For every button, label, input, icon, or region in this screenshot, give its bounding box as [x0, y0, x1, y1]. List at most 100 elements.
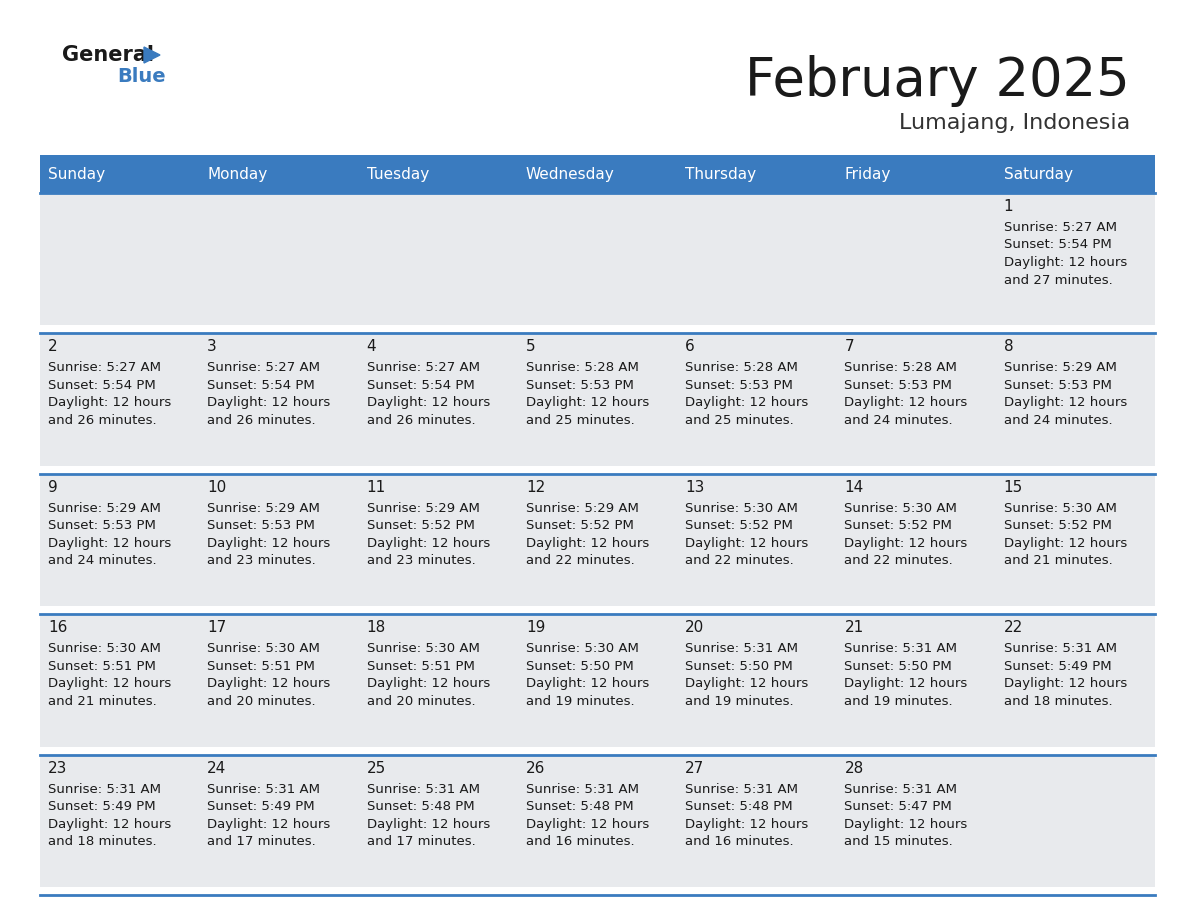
Text: Sunrise: 5:30 AM: Sunrise: 5:30 AM — [845, 502, 958, 515]
Bar — [518, 474, 677, 606]
Bar — [836, 193, 996, 325]
Text: Sunset: 5:51 PM: Sunset: 5:51 PM — [48, 660, 156, 673]
Bar — [200, 155, 359, 193]
Text: and 22 minutes.: and 22 minutes. — [685, 554, 794, 567]
Bar — [359, 614, 518, 746]
Text: and 26 minutes.: and 26 minutes. — [207, 414, 316, 427]
Bar — [40, 755, 200, 887]
Text: Sunrise: 5:29 AM: Sunrise: 5:29 AM — [367, 502, 480, 515]
Text: Sunrise: 5:27 AM: Sunrise: 5:27 AM — [367, 362, 480, 375]
Text: 4: 4 — [367, 340, 377, 354]
Text: February 2025: February 2025 — [745, 55, 1130, 107]
Text: Sunset: 5:53 PM: Sunset: 5:53 PM — [526, 379, 633, 392]
Text: and 25 minutes.: and 25 minutes. — [526, 414, 634, 427]
Text: Sunset: 5:51 PM: Sunset: 5:51 PM — [367, 660, 474, 673]
Text: 7: 7 — [845, 340, 854, 354]
Text: and 26 minutes.: and 26 minutes. — [367, 414, 475, 427]
Text: Sunrise: 5:29 AM: Sunrise: 5:29 AM — [526, 502, 639, 515]
Text: and 16 minutes.: and 16 minutes. — [526, 835, 634, 848]
Text: Sunset: 5:52 PM: Sunset: 5:52 PM — [845, 520, 953, 532]
Bar — [518, 333, 677, 465]
Text: 27: 27 — [685, 761, 704, 776]
Text: Friday: Friday — [845, 166, 891, 182]
Text: and 19 minutes.: and 19 minutes. — [526, 695, 634, 708]
Text: Daylight: 12 hours: Daylight: 12 hours — [685, 397, 808, 409]
Text: Daylight: 12 hours: Daylight: 12 hours — [207, 537, 330, 550]
Text: Sunrise: 5:28 AM: Sunrise: 5:28 AM — [526, 362, 639, 375]
Text: Daylight: 12 hours: Daylight: 12 hours — [845, 537, 968, 550]
Text: Thursday: Thursday — [685, 166, 757, 182]
Text: Sunrise: 5:27 AM: Sunrise: 5:27 AM — [48, 362, 162, 375]
Bar — [359, 333, 518, 465]
Text: Daylight: 12 hours: Daylight: 12 hours — [48, 818, 171, 831]
Text: Sunrise: 5:31 AM: Sunrise: 5:31 AM — [845, 643, 958, 655]
Text: and 15 minutes.: and 15 minutes. — [845, 835, 953, 848]
Text: Saturday: Saturday — [1004, 166, 1073, 182]
Bar — [996, 155, 1155, 193]
Text: Sunrise: 5:31 AM: Sunrise: 5:31 AM — [845, 783, 958, 796]
Text: and 20 minutes.: and 20 minutes. — [367, 695, 475, 708]
Text: Daylight: 12 hours: Daylight: 12 hours — [207, 818, 330, 831]
Text: 24: 24 — [207, 761, 227, 776]
Text: Daylight: 12 hours: Daylight: 12 hours — [685, 677, 808, 690]
Text: Sunset: 5:52 PM: Sunset: 5:52 PM — [367, 520, 474, 532]
Text: Sunset: 5:53 PM: Sunset: 5:53 PM — [845, 379, 953, 392]
Text: Monday: Monday — [207, 166, 267, 182]
Text: Sunrise: 5:31 AM: Sunrise: 5:31 AM — [48, 783, 162, 796]
Text: Daylight: 12 hours: Daylight: 12 hours — [48, 537, 171, 550]
Text: Sunrise: 5:29 AM: Sunrise: 5:29 AM — [48, 502, 160, 515]
Bar — [359, 155, 518, 193]
Text: Daylight: 12 hours: Daylight: 12 hours — [1004, 537, 1127, 550]
Text: Daylight: 12 hours: Daylight: 12 hours — [845, 818, 968, 831]
Bar — [200, 474, 359, 606]
Text: Sunset: 5:53 PM: Sunset: 5:53 PM — [1004, 379, 1112, 392]
Bar — [40, 155, 200, 193]
Bar — [359, 474, 518, 606]
Text: 9: 9 — [48, 480, 58, 495]
Bar — [359, 193, 518, 325]
Text: Sunrise: 5:29 AM: Sunrise: 5:29 AM — [207, 502, 320, 515]
Text: 12: 12 — [526, 480, 545, 495]
Text: Sunset: 5:53 PM: Sunset: 5:53 PM — [48, 520, 156, 532]
Text: Sunrise: 5:31 AM: Sunrise: 5:31 AM — [367, 783, 480, 796]
Text: Sunrise: 5:27 AM: Sunrise: 5:27 AM — [207, 362, 321, 375]
Bar — [40, 474, 200, 606]
Text: Sunset: 5:51 PM: Sunset: 5:51 PM — [207, 660, 315, 673]
Text: 23: 23 — [48, 761, 68, 776]
Bar — [996, 474, 1155, 606]
Bar — [518, 755, 677, 887]
Text: Daylight: 12 hours: Daylight: 12 hours — [1004, 677, 1127, 690]
Text: and 19 minutes.: and 19 minutes. — [845, 695, 953, 708]
Bar — [518, 193, 677, 325]
Text: Sunrise: 5:31 AM: Sunrise: 5:31 AM — [526, 783, 639, 796]
Text: Sunrise: 5:30 AM: Sunrise: 5:30 AM — [367, 643, 480, 655]
Text: Daylight: 12 hours: Daylight: 12 hours — [1004, 397, 1127, 409]
Text: 19: 19 — [526, 621, 545, 635]
Text: and 22 minutes.: and 22 minutes. — [845, 554, 953, 567]
Text: Daylight: 12 hours: Daylight: 12 hours — [48, 677, 171, 690]
Text: Sunset: 5:49 PM: Sunset: 5:49 PM — [207, 800, 315, 813]
Text: 16: 16 — [48, 621, 68, 635]
Bar — [677, 333, 836, 465]
Text: Daylight: 12 hours: Daylight: 12 hours — [526, 677, 649, 690]
Text: Sunset: 5:48 PM: Sunset: 5:48 PM — [685, 800, 792, 813]
Bar — [836, 614, 996, 746]
Text: Sunrise: 5:31 AM: Sunrise: 5:31 AM — [685, 783, 798, 796]
Text: 13: 13 — [685, 480, 704, 495]
Text: and 18 minutes.: and 18 minutes. — [48, 835, 157, 848]
Text: Sunrise: 5:30 AM: Sunrise: 5:30 AM — [1004, 502, 1117, 515]
Text: Daylight: 12 hours: Daylight: 12 hours — [367, 397, 489, 409]
Text: Sunrise: 5:29 AM: Sunrise: 5:29 AM — [1004, 362, 1117, 375]
Bar — [40, 193, 200, 325]
Text: Sunrise: 5:31 AM: Sunrise: 5:31 AM — [207, 783, 321, 796]
Text: and 23 minutes.: and 23 minutes. — [207, 554, 316, 567]
Text: and 25 minutes.: and 25 minutes. — [685, 414, 794, 427]
Bar — [200, 614, 359, 746]
Bar — [836, 755, 996, 887]
Text: 26: 26 — [526, 761, 545, 776]
Text: Daylight: 12 hours: Daylight: 12 hours — [685, 818, 808, 831]
Text: Daylight: 12 hours: Daylight: 12 hours — [207, 677, 330, 690]
Text: Sunset: 5:50 PM: Sunset: 5:50 PM — [685, 660, 792, 673]
Text: 18: 18 — [367, 621, 386, 635]
Text: Sunset: 5:50 PM: Sunset: 5:50 PM — [845, 660, 952, 673]
